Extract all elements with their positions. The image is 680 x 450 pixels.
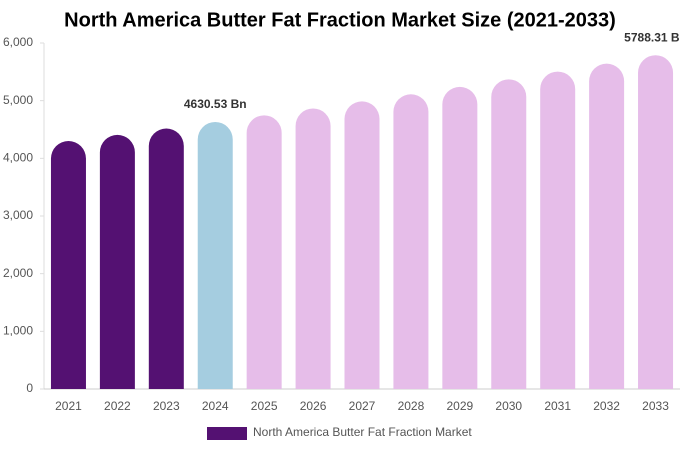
y-tick-label: 5,000 [3, 93, 33, 107]
value-label: 4630.53 Bn [184, 97, 247, 111]
bar [491, 79, 527, 389]
x-tick-label: 2026 [300, 399, 327, 413]
y-tick-label: 4,000 [3, 151, 33, 165]
bar [50, 141, 86, 389]
bar [99, 134, 135, 389]
bar [148, 128, 184, 390]
x-tick-label: 2030 [495, 399, 522, 413]
y-tick-label: 6,000 [3, 35, 33, 49]
y-tick-label: 0 [26, 381, 33, 395]
x-tick-label: 2025 [251, 399, 278, 413]
legend-label: North America Butter Fat Fraction Market [253, 425, 472, 439]
x-tick-label: 2023 [153, 399, 180, 413]
legend-swatch [207, 427, 247, 440]
x-tick-label: 2032 [593, 399, 620, 413]
bar [295, 108, 331, 390]
bar [344, 101, 380, 390]
y-tick-label: 1,000 [3, 324, 33, 338]
x-tick-label: 2033 [642, 399, 669, 413]
x-tick-label: 2021 [55, 399, 82, 413]
bar [442, 86, 478, 389]
x-tick-label: 2022 [104, 399, 131, 413]
bar [393, 94, 429, 389]
bar [589, 63, 625, 389]
x-tick-label: 2031 [544, 399, 571, 413]
chart-title: North America Butter Fat Fraction Market… [64, 9, 616, 31]
value-label: 5788.31 Bn [624, 30, 680, 44]
x-tick-label: 2027 [349, 399, 376, 413]
y-tick-label: 2,000 [3, 266, 33, 280]
x-tick-label: 2029 [446, 399, 473, 413]
bar [197, 121, 233, 389]
bar [638, 55, 674, 389]
bar [540, 71, 576, 390]
y-tick-label: 3,000 [3, 208, 33, 222]
x-tick-label: 2028 [398, 399, 425, 413]
bar [246, 115, 282, 389]
x-tick-label: 2024 [202, 399, 229, 413]
